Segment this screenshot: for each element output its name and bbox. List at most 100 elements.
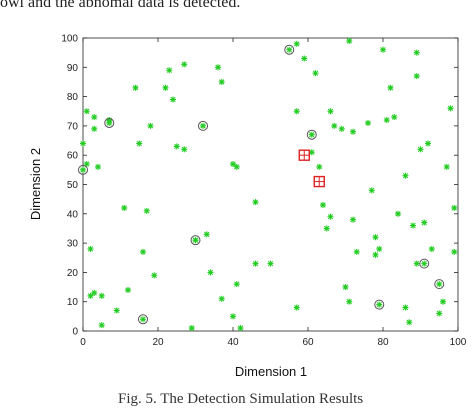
top-text-fragment: owi and the abnomal data is detected. [0,0,241,11]
data-point [383,117,390,124]
x-tick-label: 40 [227,337,239,348]
data-point [218,295,225,302]
data-point [402,304,409,311]
data-point [365,119,371,126]
data-point [233,281,240,288]
data-point [436,310,443,317]
data-point [338,125,345,132]
highlighted-point [198,120,208,131]
data-point [87,292,94,299]
data-point [215,64,221,71]
data-point [391,114,398,121]
x-tick-label: 0 [80,337,86,348]
y-tick-label: 100 [61,34,78,45]
data-point [413,260,420,267]
data-point [413,73,420,80]
highlighted-point [419,258,430,269]
data-point [342,284,349,291]
data-point [80,140,86,147]
data-point [293,40,300,47]
data-point [327,213,334,220]
data-point [173,143,180,150]
figure-caption: Fig. 5. The Detection Simulation Results [118,391,364,407]
data-point [293,108,300,115]
y-tick-label: 20 [67,268,79,279]
data-point [395,210,401,217]
highlighted-point-star [80,166,86,173]
x-axis-label: Dimension 1 [235,364,307,379]
data-point [267,260,274,267]
data-point [380,46,386,53]
data-point [91,125,98,132]
data-point [368,187,375,194]
data-point [252,260,259,267]
data-point [421,219,428,226]
data-point [83,160,90,167]
data-point [447,105,454,112]
data-point [95,163,101,170]
highlighted-point [374,299,385,310]
y-axis-label: Dimension 2 [28,148,43,220]
data-point [327,108,334,115]
data-point [323,225,330,232]
highlighted-point [104,117,115,128]
x-tick-label: 100 [450,337,467,348]
highlighted-point [434,279,445,290]
y-tick-label: 60 [67,151,79,162]
data-point [218,78,225,85]
data-point [425,140,431,147]
data-point [143,207,150,214]
data-point [443,163,450,170]
data-point [98,322,105,329]
data-point [346,37,353,44]
x-tick-label: 20 [152,337,164,348]
y-tick-label: 50 [67,180,79,191]
abnormal-point [298,149,310,161]
highlighted-point [190,235,201,246]
plot-axes: 0 20 40 60 80 100 0 10 20 30 40 50 60 70 80 90 100 [61,34,466,349]
data-point [331,122,338,129]
data-point [91,289,98,296]
data-point [413,49,420,56]
y-tick-label: 80 [67,92,79,103]
data-point [125,286,131,293]
highlighted-point [284,44,295,55]
data-point [312,70,319,77]
data-point [372,234,379,241]
data-point [451,204,458,211]
data-point [230,160,236,167]
data-point [207,269,214,276]
data-point [301,55,308,62]
y-tick-label: 0 [72,327,78,338]
data-point [376,245,383,252]
y-tick-label: 70 [67,121,79,132]
data-point [320,202,326,209]
data-point [151,272,158,279]
data-point [406,319,413,326]
highlighted-point-star [421,260,428,267]
data-point [233,163,240,170]
highlighted-point-star [286,46,293,53]
data-point [316,163,323,170]
data-point [132,84,139,91]
data-point [346,298,353,305]
plot-marks [78,37,458,332]
data-point [170,96,176,103]
data-point [237,325,244,332]
plot-frame [82,37,459,332]
data-point [147,122,154,129]
data-point [451,248,458,255]
data-point [181,146,188,153]
data-point [372,251,379,258]
data-point [293,304,300,311]
x-tick-label: 80 [377,337,389,348]
data-point [203,231,210,238]
data-point [417,146,424,153]
highlighted-point [306,129,317,140]
data-point [410,222,416,229]
highlighted-point [138,314,148,325]
data-point [440,298,446,305]
data-point [113,307,120,314]
data-point [387,84,394,91]
data-point [98,292,105,299]
